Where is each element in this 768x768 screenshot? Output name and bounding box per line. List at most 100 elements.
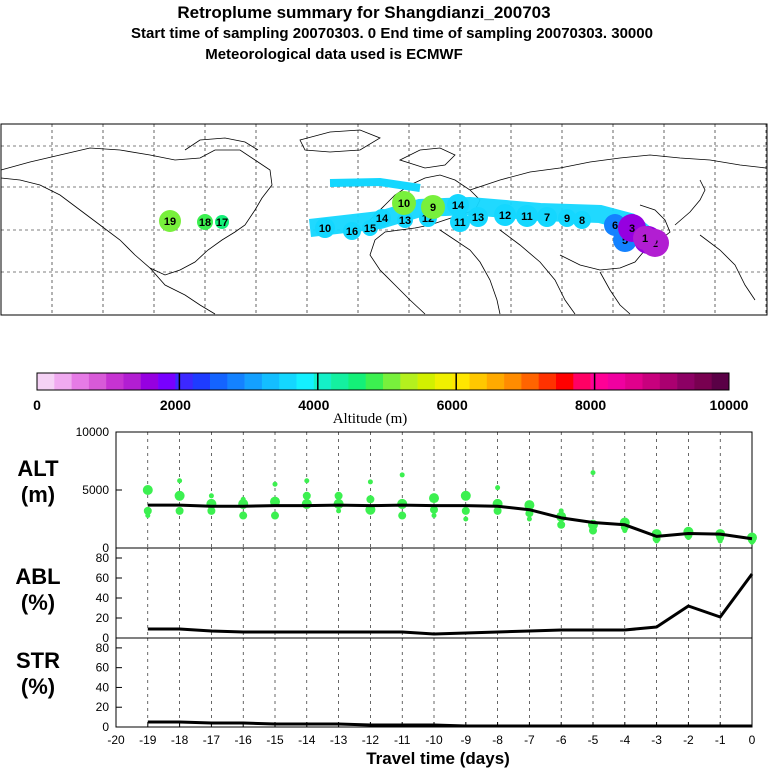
altitude-dot (301, 498, 312, 509)
plume-marker: 10 (392, 191, 416, 215)
plume-marker: 9 (421, 195, 445, 219)
plume-marker-label: 15 (364, 223, 376, 235)
x-tick-label: -18 (171, 733, 189, 747)
plume-marker-dot (362, 220, 378, 236)
map-panel: 1918171016151413121091411131211798653421 (0, 123, 768, 316)
colorbar-swatch (383, 373, 401, 390)
x-tick-label: -6 (556, 733, 567, 747)
plume-marker-dot (159, 210, 181, 232)
plume-marker-dot (315, 218, 335, 238)
plume-marker-label: 8 (579, 215, 585, 227)
plume-marker-dot (558, 209, 576, 227)
altitude-dot (365, 504, 376, 515)
altitude-dot (398, 511, 407, 520)
colorbar-label: Altitude (m) (333, 411, 408, 427)
abl-label: ABL (15, 564, 60, 589)
plume-marker-label: 9 (564, 213, 570, 225)
altitude-dot (557, 520, 566, 529)
plume-marker-label: 17 (216, 217, 228, 229)
x-tick-label: -3 (651, 733, 662, 747)
x-tick-label: -14 (298, 733, 316, 747)
altitude-dot (749, 539, 755, 545)
plume-marker: 7 (537, 207, 557, 227)
plume-marker-label: 9 (430, 202, 436, 214)
colorbar-swatch (123, 373, 142, 390)
x-tick-label: -4 (619, 733, 630, 747)
colorbar-swatch (469, 373, 488, 390)
colorbar-tick-label: 0 (33, 397, 41, 413)
altitude-dot (558, 508, 564, 514)
x-tick-label: -16 (235, 733, 253, 747)
colorbar-swatch (140, 373, 159, 390)
plume-marker: 14 (373, 209, 391, 227)
colorbar-swatch (88, 373, 107, 390)
altitude-dot (429, 493, 439, 504)
x-tick-label: -19 (139, 733, 157, 747)
x-axis-label: Travel time (days) (366, 749, 510, 768)
altitude-dot (431, 513, 437, 519)
altitude-dot (302, 491, 311, 500)
plume-marker-label: 6 (612, 220, 618, 232)
altitude-dot (145, 513, 151, 519)
series-line-alt (147, 503, 753, 541)
x-tick-label: -17 (203, 733, 221, 747)
plume-marker: 18 (197, 214, 213, 230)
x-tick-label: -12 (362, 733, 380, 747)
colorbar-swatch (71, 373, 90, 390)
x-tick-label: -2 (683, 733, 694, 747)
plume-marker-dot (392, 191, 416, 215)
plume-marker: 10 (315, 218, 335, 238)
plume-marker-label: 1 (642, 233, 648, 245)
altitude-dot (177, 478, 183, 484)
y-tick-label: 40 (96, 680, 110, 694)
colorbar-swatch (106, 373, 124, 390)
colorbar-swatch (365, 373, 384, 390)
colorbar-tick-label: 4000 (298, 397, 329, 413)
y-tick-label: 60 (96, 571, 110, 585)
colorbar-swatch (556, 373, 574, 390)
altitude-dot (240, 496, 246, 502)
altitude-dot (493, 506, 502, 515)
colorbar-swatch (590, 373, 609, 390)
y-tick-label: 40 (96, 591, 110, 605)
colorbar-swatch (279, 373, 297, 390)
altitude-dot (366, 495, 375, 504)
plume-marker: 19 (159, 210, 181, 232)
altitude-dot (589, 526, 597, 535)
x-tick-label: -5 (588, 733, 599, 747)
colorbar-swatch (37, 373, 55, 390)
colorbar-tick-label: 8000 (575, 397, 606, 413)
plume-marker-label: 13 (472, 212, 484, 224)
plume-marker-label: 16 (346, 226, 358, 238)
altitude-dot (685, 535, 691, 541)
colorbar-swatch (192, 373, 211, 390)
y-tick-label: 0 (102, 720, 109, 734)
colorbar-swatch (486, 373, 505, 390)
colorbar-swatch (400, 373, 418, 390)
colorbar-tick-label: 10000 (710, 397, 749, 413)
altitude-dot (334, 491, 343, 500)
colorbar-swatch (607, 373, 626, 390)
altitude-dot (654, 538, 660, 544)
x-tick-label: -1 (715, 733, 726, 747)
plume-marker-dot (450, 212, 470, 232)
altitude-dot (526, 516, 532, 522)
x-tick-label: -9 (460, 733, 471, 747)
y-tick-label: 80 (96, 641, 110, 655)
colorbar-tick-label: 2000 (160, 397, 191, 413)
colorbar-swatch (175, 373, 193, 390)
altitude-dot (717, 538, 723, 544)
panel-alt: 0 5000 10000 (76, 425, 757, 555)
plume-marker-label: 14 (376, 213, 389, 225)
plume-marker-label: 10 (398, 198, 410, 210)
y-tick-label: 0 (102, 541, 109, 555)
chart-subtitle: Start time of sampling 20070303. 0 End t… (131, 25, 653, 42)
altitude-dot (175, 506, 184, 515)
plume-marker: 8 (573, 211, 591, 229)
altitude-dot (461, 506, 470, 515)
altitude-dot (336, 508, 342, 514)
x-tick-label: -7 (524, 733, 535, 747)
y-tick-label: 10000 (76, 425, 110, 439)
